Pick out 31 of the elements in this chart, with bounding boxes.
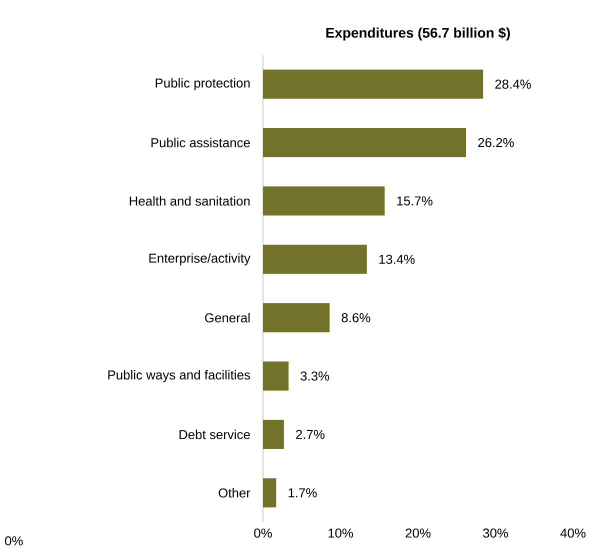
data-label: 1.7% — [288, 488, 317, 498]
y-tick-label: Other — [218, 488, 250, 498]
bar — [263, 420, 284, 450]
x-tick-label: 10% — [328, 528, 354, 538]
x-tick-label: 30% — [483, 528, 508, 538]
data-label: 3.3% — [300, 371, 330, 381]
data-label: 8.6% — [342, 313, 370, 322]
bar — [263, 303, 330, 332]
data-label: 28.4% — [495, 80, 531, 89]
y-tick-label: Debt service — [180, 430, 250, 440]
data-label: 2.7% — [296, 430, 325, 439]
y-tick-label: Health and sanitation — [130, 196, 250, 206]
bar — [263, 70, 484, 99]
text: 0% — [5, 536, 23, 546]
y-tick-label: Enterprise/activity — [149, 253, 250, 266]
x-tick-label: 20% — [406, 528, 431, 538]
data-label: 13.4% — [379, 254, 415, 264]
y-tick-label: General — [205, 312, 250, 322]
y-tick-label: Public assistance — [151, 138, 250, 148]
chart-title: Expenditures (56.7 billion $) — [326, 27, 510, 40]
x-tick-label: 0% — [254, 528, 272, 538]
y-tick-label: Public ways and facilities — [108, 370, 250, 382]
bar — [263, 128, 466, 158]
bar — [263, 361, 289, 391]
y-tick-label: Public protection — [156, 78, 250, 90]
bar — [263, 478, 276, 508]
bar — [263, 244, 367, 274]
x-tick-label: 40% — [560, 528, 586, 538]
bar — [263, 186, 385, 216]
data-label: 26.2% — [478, 138, 514, 148]
data-label: 15.7% — [397, 196, 432, 206]
